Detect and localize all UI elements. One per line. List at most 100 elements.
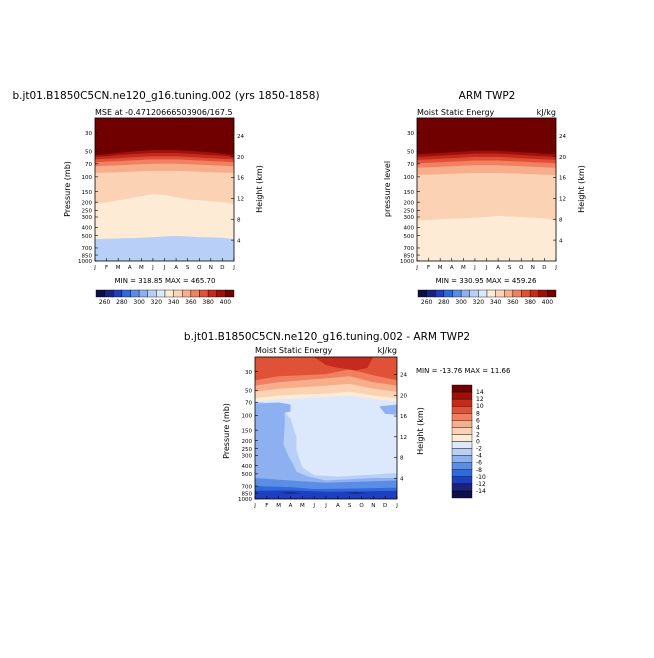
panel-arm-y-label: pressure level [383,161,392,217]
colorbar-swatch [173,289,183,298]
y2-tick-label: 16 [400,414,407,420]
x-tick-label: N [371,503,375,509]
y-tick-label: 70 [85,162,92,168]
x-tick-label: J [151,265,154,271]
y-tick-label: 300 [404,215,415,221]
x-tick-label: J [93,265,96,271]
colorbar-label: 260 [421,299,433,306]
colorbar-swatch [451,448,473,456]
panel-model-y2-label: Height (km) [255,165,264,213]
y-tick-label: 500 [82,234,93,240]
colorbar-swatch [478,289,488,298]
colorbar-swatch [95,289,105,298]
panel-arm-colorbar: 260 280 300 320 340 360 380 400 [417,289,557,306]
y-tick-label: 400 [404,226,415,232]
panel-model-title: b.jt01.B1850C5CN.ne120_g16.tuning.002 (y… [12,90,319,102]
y2-tick-label: 12 [400,435,407,441]
contour-band [278,492,303,494]
colorbar-swatch [426,289,436,298]
colorbar-label: -6 [476,460,482,467]
colorbar-swatch [451,384,473,393]
panel-model-subtitle: MSE at -0.47120666503906/167.5 [95,108,233,117]
x-tick-label: O [197,265,202,271]
x-tick-label: J [415,265,418,271]
colorbar-label: 400 [542,299,554,306]
colorbar-label: 12 [476,396,484,403]
colorbar-swatch [469,289,479,298]
y-tick-label: 300 [242,453,253,459]
colorbar-label: 360 [185,299,197,306]
y-tick-label: 500 [242,472,253,478]
colorbar-swatch [486,289,496,298]
colorbar-label: -4 [476,453,482,460]
x-tick-label: A [128,265,132,271]
y-tick-label: 850 [404,253,415,259]
x-tick-label: J [324,503,327,509]
contour-band [343,492,368,494]
y-tick-label: 200 [242,439,253,445]
x-tick-label: O [519,265,524,271]
colorbar-swatch [225,289,235,298]
colorbar-swatch [451,434,473,442]
y-tick-label: 250 [82,209,93,215]
x-tick-label: J [473,265,476,271]
colorbar-label: 380 [202,299,214,306]
y-tick-label: 1000 [400,259,414,265]
colorbar-label: 6 [476,417,480,424]
y2-tick-label: 24 [237,134,244,140]
contour-fill-group [255,357,397,499]
y-tick-label: 100 [242,414,253,420]
y-tick-label: 50 [245,388,252,394]
y2-tick-label: 24 [559,134,566,140]
colorbar-label: 280 [116,299,128,306]
y-tick-label: 30 [407,131,414,137]
panel-difference-units: kJ/kg [378,346,397,355]
contour-fill-group [417,118,556,261]
panel-difference: b.jt01.B1850C5CN.ne120_g16.tuning.002 - … [184,331,511,509]
y-tick-label: 200 [404,200,415,206]
y-tick-label: 250 [242,447,253,453]
y2-tick-label: 12 [237,197,244,203]
colorbar-swatch [207,289,217,298]
contour-band [255,402,291,415]
contour-band [255,403,397,499]
colorbar-swatch [451,413,473,421]
y-tick-label: 150 [404,190,415,196]
y-tick-label: 850 [82,253,93,259]
x-tick-label: F [427,265,430,271]
x-tick-label: N [209,265,213,271]
x-tick-label: J [395,503,398,509]
colorbar-label: 300 [455,299,467,306]
colorbar-swatch [417,289,427,298]
panel-arm-units: kJ/kg [537,108,556,117]
y2-tick-label: 20 [400,393,407,399]
colorbar-swatch [113,289,123,298]
y2-tick-label: 8 [400,456,404,462]
panel-model-y-label: Pressure (mb) [63,161,72,217]
x-tick-label: J [232,265,235,271]
x-tick-label: F [105,265,108,271]
colorbar-label: 0 [476,439,480,446]
colorbar-swatch [495,289,505,298]
y2-tick-label: 16 [237,176,244,182]
colorbar-swatch [451,427,473,435]
y-tick-label: 400 [242,464,253,470]
colorbar-swatch [529,289,539,298]
y-tick-label: 150 [82,190,93,196]
colorbar-swatch [147,289,157,298]
y-tick-label: 1000 [78,259,92,265]
y2-tick-label: 20 [559,155,566,161]
x-tick-label: M [139,265,144,271]
colorbar-swatch [451,490,473,499]
panel-model-stats: MIN = 318.85 MAX = 465.70 [115,277,216,285]
y-tick-label: 850 [242,491,253,497]
x-tick-label: J [312,503,315,509]
panel-arm: ARM TWP2 Moist Static Energy kJ/kg 30 50 7… [383,90,586,306]
colorbar-swatch [452,289,462,298]
colorbar-swatch [104,289,114,298]
x-tick-label: S [186,265,190,271]
colorbar-swatch [451,469,473,478]
